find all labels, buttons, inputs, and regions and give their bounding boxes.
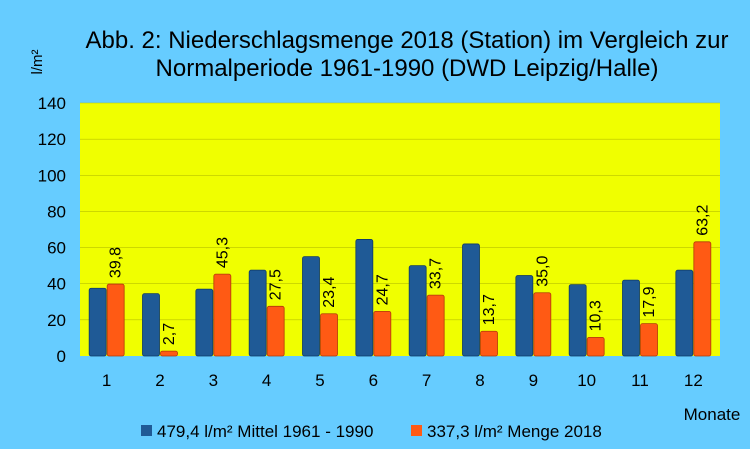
bar-2018 bbox=[266, 305, 285, 357]
y-tick-label: 140 bbox=[38, 94, 66, 113]
bar-mittel bbox=[355, 239, 374, 357]
bar-mittel bbox=[568, 284, 587, 357]
chart-title: Abb. 2: Niederschlagsmenge 2018 (Station… bbox=[85, 27, 728, 82]
x-tick-label: 2 bbox=[155, 371, 164, 390]
x-tick-label: 1 bbox=[102, 371, 111, 390]
bar-2018 bbox=[160, 350, 178, 357]
x-axis-ticks: 1 2 3 4 5 6 7 8 9 10 11 12 bbox=[102, 371, 703, 390]
y-tick-label: 40 bbox=[47, 275, 66, 294]
y-tick-label: 0 bbox=[57, 347, 66, 366]
bar-2018 bbox=[640, 323, 658, 357]
legend-swatch-2018 bbox=[411, 425, 422, 436]
legend: 479,4 l/m² Mittel 1961 - 1990 337,3 l/m²… bbox=[141, 422, 602, 441]
bar-2018 bbox=[426, 294, 445, 357]
bar-mittel bbox=[195, 288, 214, 357]
x-tick-label: 7 bbox=[422, 371, 431, 390]
x-tick-label: 10 bbox=[577, 371, 596, 390]
data-label-2018: 39,8 bbox=[108, 247, 125, 278]
x-axis-label: Monate bbox=[684, 405, 741, 424]
data-label-2018: 63,2 bbox=[694, 205, 711, 236]
chart-title-line-2: Normalperiode 1961-1990 (DWD Leipzig/Hal… bbox=[156, 55, 659, 82]
bar-2018 bbox=[320, 313, 338, 357]
bar-mittel bbox=[515, 275, 534, 357]
data-label-2018: 13,7 bbox=[481, 294, 498, 325]
bar-2018 bbox=[693, 241, 712, 357]
bar-2018 bbox=[586, 336, 605, 357]
data-label-2018: 17,9 bbox=[641, 286, 658, 317]
data-labels: 39,8 2,7 45,3 27,5 23,4 24,7 33,7 13,7 35,0 10,3 1… bbox=[108, 205, 712, 346]
bar-mittel bbox=[408, 265, 427, 357]
bar-2018 bbox=[373, 310, 392, 357]
bar-mittel bbox=[462, 243, 480, 357]
chart-title-line-1: Abb. 2: Niederschlagsmenge 2018 (Station… bbox=[85, 27, 728, 54]
x-tick-label: 8 bbox=[475, 371, 484, 390]
data-label-2018: 45,3 bbox=[214, 237, 231, 268]
x-tick-label: 4 bbox=[262, 371, 271, 390]
y-tick-label: 120 bbox=[38, 130, 66, 149]
legend-label-mittel: 479,4 l/m² Mittel 1961 - 1990 bbox=[157, 422, 373, 441]
x-tick-label: 6 bbox=[369, 371, 378, 390]
x-tick-label: 9 bbox=[529, 371, 538, 390]
x-tick-label: 3 bbox=[209, 371, 218, 390]
data-label-2018: 10,3 bbox=[588, 300, 605, 331]
y-axis-label: l/m² bbox=[29, 50, 46, 75]
x-tick-label: 12 bbox=[684, 371, 703, 390]
bar-mittel bbox=[302, 256, 320, 357]
data-label-2018: 23,4 bbox=[321, 276, 338, 307]
bar-mittel bbox=[142, 293, 160, 357]
bar-mittel bbox=[675, 269, 694, 357]
x-tick-label: 11 bbox=[631, 371, 649, 390]
data-label-2018: 24,7 bbox=[374, 274, 391, 305]
data-label-2018: 33,7 bbox=[428, 258, 445, 289]
y-axis-ticks: 0 20 40 60 80 100 120 140 bbox=[38, 94, 66, 366]
data-label-2018: 35,0 bbox=[534, 256, 551, 287]
data-label-2018: 27,5 bbox=[268, 269, 285, 300]
x-tick-label: 5 bbox=[315, 371, 324, 390]
bar-2018 bbox=[213, 273, 232, 357]
gridlines bbox=[80, 102, 720, 321]
legend-swatch-mittel bbox=[141, 425, 152, 436]
bar-2018 bbox=[106, 283, 125, 357]
legend-label-2018: 337,3 l/m² Menge 2018 bbox=[427, 422, 602, 441]
bar-2018 bbox=[533, 292, 552, 357]
bar-mittel bbox=[622, 279, 640, 357]
plot-area bbox=[80, 103, 720, 356]
bar-mittel bbox=[88, 287, 107, 357]
y-tick-label: 20 bbox=[47, 311, 66, 330]
data-label-2018: 2,7 bbox=[161, 323, 178, 345]
y-tick-label: 100 bbox=[38, 166, 66, 185]
y-tick-label: 60 bbox=[47, 239, 66, 258]
bar-2018 bbox=[480, 330, 498, 357]
bar-mittel bbox=[248, 269, 267, 357]
bars bbox=[88, 239, 712, 357]
y-tick-label: 80 bbox=[47, 202, 66, 221]
